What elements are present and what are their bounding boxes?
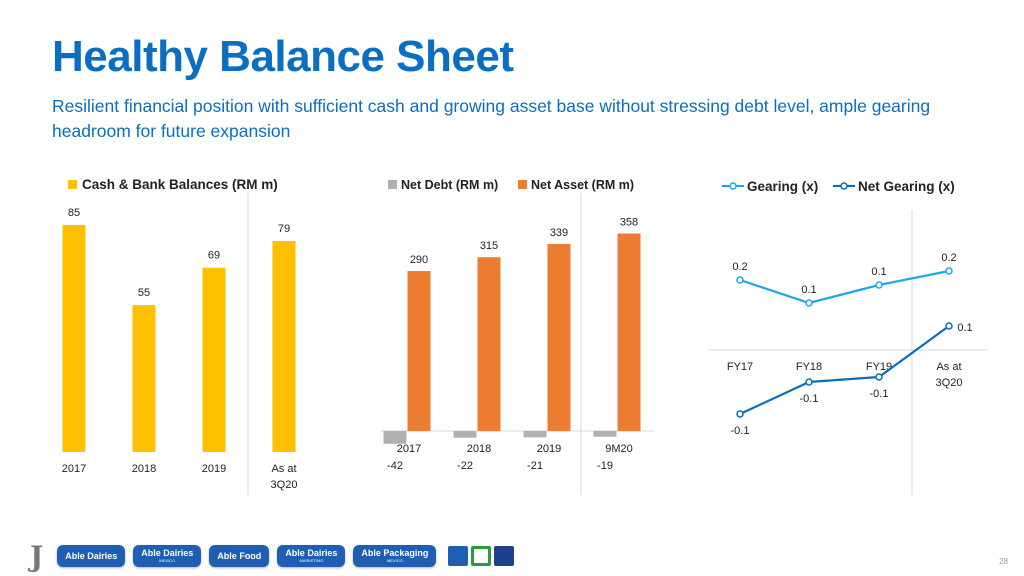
x-tick-label: 2019 xyxy=(202,463,226,475)
brand-icon-2 xyxy=(471,546,492,566)
data-label-net-asset: 315 xyxy=(480,240,498,252)
x-tick-label: FY18 xyxy=(796,361,822,373)
bar-net-asset xyxy=(477,257,501,431)
x-tick-label: 2019 xyxy=(537,443,561,455)
footer-logos: J Able Dairies Able Dairies MEXICO Able F… xyxy=(30,539,515,573)
net-gearing-data-label: 0.1 xyxy=(957,322,972,334)
legend-label-gearing: Gearing (x) xyxy=(747,179,818,194)
page-subtitle: Resilient financial position with suffic… xyxy=(52,96,931,141)
net-gearing-marker xyxy=(875,373,883,381)
gearing-marker xyxy=(945,267,953,275)
net-gearing-marker xyxy=(805,378,813,386)
brand-icon-1 xyxy=(448,546,469,566)
bar-net-debt xyxy=(383,431,407,444)
bar-cash xyxy=(132,305,156,452)
data-label-cash: 69 xyxy=(208,250,220,262)
brand-icons xyxy=(448,546,515,566)
data-label-net-debt: -19 xyxy=(597,460,613,472)
company-logo: J xyxy=(30,539,44,573)
x-tick-label: 2017 xyxy=(397,443,421,455)
legend-swatch-net-asset xyxy=(518,180,527,189)
legend-marker-gearing xyxy=(729,182,737,190)
bar-cash xyxy=(62,225,86,452)
data-label-net-debt: -22 xyxy=(457,460,473,472)
x-tick-label: 2017 xyxy=(62,463,86,475)
bar-net-debt xyxy=(593,431,617,437)
legend-swatch-cash xyxy=(68,180,77,189)
logo-able-packaging: Able Packaging MEXICO xyxy=(353,545,437,567)
logo-able-food: Able Food xyxy=(209,545,270,567)
net-gearing-data-label: -0.1 xyxy=(870,388,889,400)
legend-marker-net-gearing xyxy=(840,182,848,190)
logo-able-dairies-mexico: Able Dairies MEXICO xyxy=(133,545,202,567)
page-number: 28 xyxy=(999,557,1008,566)
bar-cash xyxy=(202,267,226,452)
net-gearing-marker xyxy=(736,410,744,418)
bar-net-debt xyxy=(453,431,477,438)
x-tick-label: FY19 xyxy=(866,361,892,373)
bar-net-asset xyxy=(617,233,641,431)
x-tick-label: As at 3Q20 xyxy=(936,361,963,389)
bar-cash xyxy=(272,241,296,452)
net-gearing-marker xyxy=(945,322,953,330)
legend-swatch-net-debt xyxy=(388,180,397,189)
data-label-net-asset: 358 xyxy=(620,216,638,228)
bar-net-asset xyxy=(547,243,571,431)
page-title: Healthy Balance Sheet xyxy=(52,32,514,81)
gearing-data-label: 0.2 xyxy=(941,252,956,264)
x-tick-label: 9M20 xyxy=(605,443,633,455)
gearing-data-label: 0.1 xyxy=(801,284,816,296)
data-label-cash: 85 xyxy=(68,207,80,219)
data-label-net-debt: -42 xyxy=(387,460,403,472)
data-label-net-debt: -21 xyxy=(527,460,543,472)
logo-able-dairies-marketing: Able Dairies MARKETING xyxy=(277,545,346,567)
bar-net-debt xyxy=(523,431,547,438)
x-tick-label: 2018 xyxy=(132,463,156,475)
gearing-data-label: 0.1 xyxy=(871,266,886,278)
data-label-cash: 79 xyxy=(278,223,290,235)
net-gearing-data-label: -0.1 xyxy=(800,393,819,405)
legend-label-cash: Cash & Bank Balances (RM m) xyxy=(82,177,278,192)
data-label-net-asset: 290 xyxy=(410,254,428,266)
gearing-marker xyxy=(805,299,813,307)
x-tick-label: FY17 xyxy=(727,361,753,373)
net-gearing-line xyxy=(739,325,950,415)
gearing-data-label: 0.2 xyxy=(732,261,747,273)
data-label-cash: 55 xyxy=(138,287,150,299)
data-label-net-asset: 339 xyxy=(550,227,568,239)
bar-net-asset xyxy=(407,271,431,431)
gearing-marker xyxy=(736,276,744,284)
legend-label-net-debt: Net Debt (RM m) xyxy=(401,178,498,192)
x-tick-label: As at 3Q20 xyxy=(271,463,298,491)
legend-label-net-asset: Net Asset (RM m) xyxy=(531,178,634,192)
gearing-marker xyxy=(875,281,883,289)
x-tick-label: 2018 xyxy=(467,443,491,455)
legend-label-net-gearing: Net Gearing (x) xyxy=(858,179,955,194)
gearing-line xyxy=(739,269,950,305)
brand-icon-3 xyxy=(494,546,515,566)
net-debt-asset-chart: Net Debt (RM m) Net Asset (RM m) -42 290 201… xyxy=(380,178,655,495)
gearing-chart: Gearing (x) Net Gearing (x) FY17 FY18 FY19 As… xyxy=(708,179,988,495)
cash-balance-chart: Cash & Bank Balances (RM m) 85 2017 55 2018 6… xyxy=(62,177,298,495)
logo-able-dairies: Able Dairies xyxy=(57,545,126,567)
net-gearing-data-label: -0.1 xyxy=(731,425,750,437)
